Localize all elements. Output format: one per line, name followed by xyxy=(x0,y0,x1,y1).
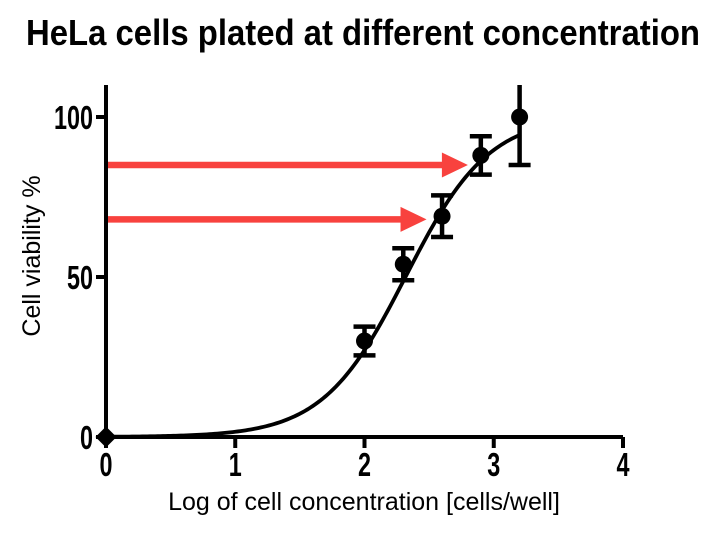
data-point-marker xyxy=(472,146,490,164)
y-tick-label: 50 xyxy=(67,259,93,296)
origin-diamond-marker xyxy=(95,426,117,448)
arrow-head xyxy=(441,152,468,178)
x-tick-label: 3 xyxy=(487,446,500,483)
x-tick-label: 4 xyxy=(617,446,630,483)
y-tick-label: 0 xyxy=(80,419,93,456)
arrow-head xyxy=(400,206,427,232)
y-tick-label: 100 xyxy=(54,99,93,136)
x-tick-label: 0 xyxy=(100,446,113,483)
y-axis-title: Cell viability % xyxy=(18,175,46,336)
plot-area: 0 50 100 0 1 2 3 4 xyxy=(54,85,630,483)
x-axis-title: Log of cell concentration [cells/well] xyxy=(168,488,560,516)
x-tick-label: 2 xyxy=(358,446,371,483)
fit-curve xyxy=(104,133,522,439)
chart-title: HeLa cells plated at different concentra… xyxy=(26,12,700,53)
x-tick-label: 1 xyxy=(229,446,242,483)
data-point-marker xyxy=(394,255,412,273)
data-point-marker xyxy=(433,207,451,225)
data-point-marker xyxy=(356,332,373,350)
data-point-marker xyxy=(511,108,529,126)
